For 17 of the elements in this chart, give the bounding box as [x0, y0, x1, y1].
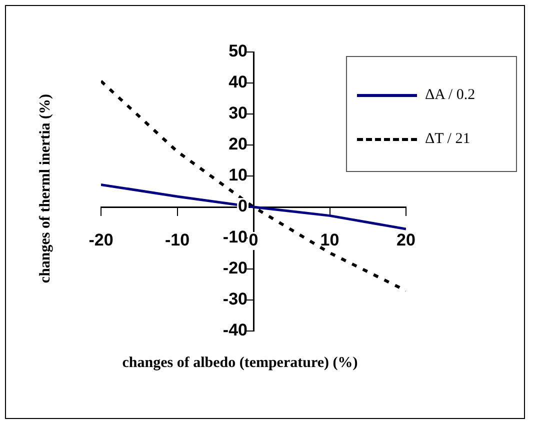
legend-label: ΔT / 21 [425, 130, 470, 148]
y-tick-label: 40 [228, 72, 248, 92]
y-tick-label: -30 [222, 290, 248, 309]
y-axis-title: changes of therml inertia (%) [38, 92, 54, 286]
y-tick-label: -20 [222, 258, 248, 278]
y-tick-label: -40 [222, 320, 248, 340]
x-tick-label: -20 [88, 230, 114, 250]
y-tick-label: 30 [228, 104, 248, 123]
y-tick-label: 50 [228, 42, 248, 61]
y-tick-label: 10 [228, 166, 248, 185]
y-tick-label: 20 [228, 134, 248, 154]
x-axis-title: changes of albedo (temperature) (%) [121, 355, 359, 372]
x-tick-label: 10 [320, 230, 340, 250]
x-tick-label: 20 [396, 230, 416, 250]
x-tick-label: -10 [164, 230, 190, 250]
y-tick-label: 0 [238, 196, 248, 216]
legend-label: ΔA / 0.2 [425, 86, 476, 104]
